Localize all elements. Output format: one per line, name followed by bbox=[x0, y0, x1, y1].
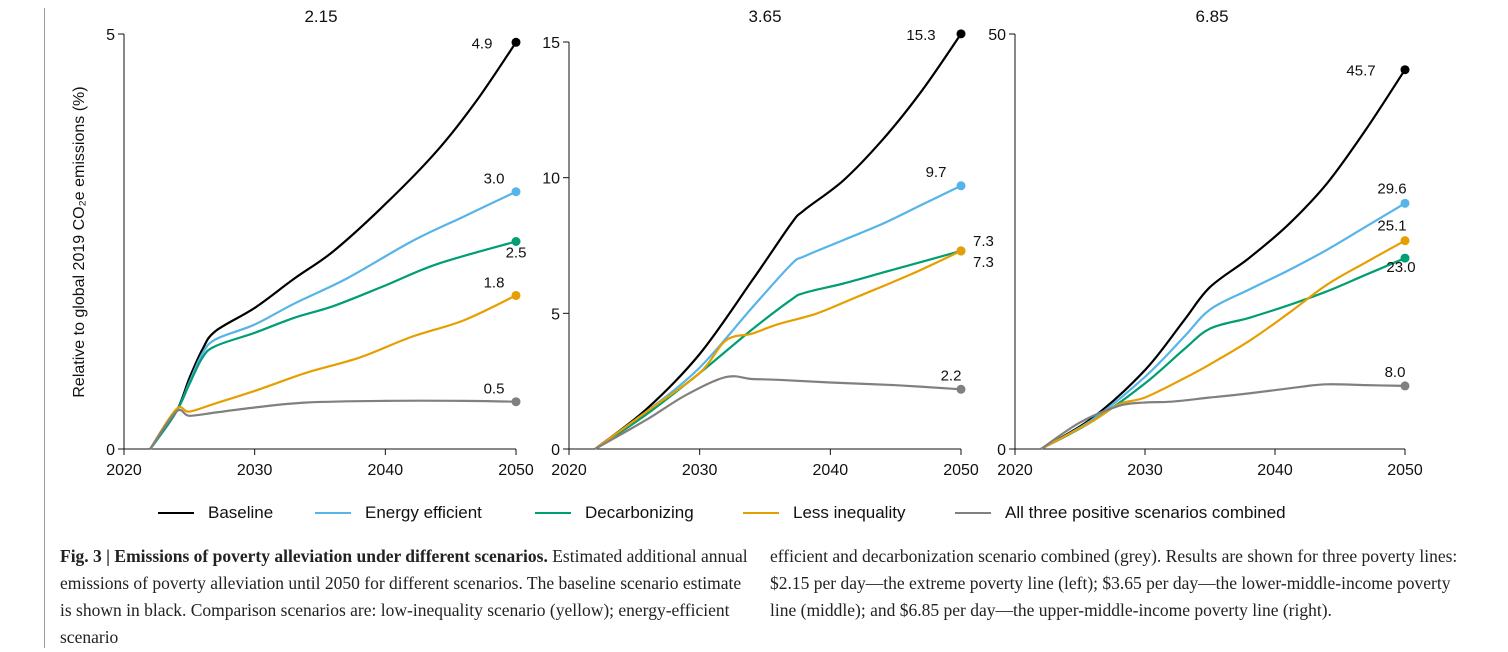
legend-item-decarbonizing: Decarbonizing bbox=[535, 503, 694, 523]
series-line-all-three-positive-scenarios-combined bbox=[1040, 383, 1406, 450]
x-tick-label: 2050 bbox=[1387, 462, 1423, 479]
series-line-decarbonizing bbox=[594, 249, 962, 450]
end-label-energy-efficient: 29.6 bbox=[1377, 180, 1406, 197]
end-point-decarbonizing bbox=[511, 237, 521, 246]
x-tick-label: 2050 bbox=[943, 462, 979, 479]
x-tick-label: 2020 bbox=[551, 462, 587, 479]
end-label-all-three-positive-scenarios-combined: 8.0 bbox=[1385, 364, 1406, 381]
end-label-energy-efficient: 3.0 bbox=[484, 171, 505, 188]
series-line-energy-efficient bbox=[1040, 202, 1406, 450]
chart-panel-3.65: 3.65 0 5 10 15 2020 2030 2040 2050 15.3 9.7 7.3 7.3 2… bbox=[542, 7, 994, 479]
series-line-baseline bbox=[149, 41, 517, 450]
panel-title: 6.85 bbox=[1195, 7, 1228, 26]
legend-label: Decarbonizing bbox=[585, 503, 694, 522]
x-tick-label: 2040 bbox=[813, 462, 849, 479]
end-point-energy-efficient bbox=[956, 181, 966, 191]
end-point-decarbonizing bbox=[1400, 253, 1410, 263]
legend: Baseline Energy efficient Decarbonizing Les… bbox=[0, 503, 1508, 527]
series-line-baseline bbox=[1040, 69, 1406, 450]
end-point-baseline bbox=[1400, 65, 1410, 75]
end-point-baseline bbox=[956, 29, 966, 39]
end-point-all-three-positive-scenarios-combined bbox=[511, 397, 521, 407]
x-tick-label: 2030 bbox=[237, 462, 273, 479]
series-line-energy-efficient bbox=[594, 184, 962, 450]
legend-label: All three positive scenarios combined bbox=[1005, 503, 1286, 522]
series-line-all-three-positive-scenarios-combined bbox=[594, 375, 962, 450]
panel-title: 3.65 bbox=[748, 7, 781, 26]
end-label-all-three-positive-scenarios-combined: 2.2 bbox=[941, 367, 962, 384]
y-tick-label: 10 bbox=[542, 171, 560, 188]
x-tick-label: 2030 bbox=[682, 462, 718, 479]
y-tick-label: 15 bbox=[542, 35, 560, 52]
legend-item-all-three-positive-scenarios-combined: All three positive scenarios combined bbox=[955, 503, 1286, 523]
x-tick-label: 2030 bbox=[1127, 462, 1163, 479]
end-point-less-inequality bbox=[511, 290, 521, 300]
series-line-all-three-positive-scenarios-combined bbox=[149, 399, 517, 450]
end-point-energy-efficient bbox=[511, 187, 521, 197]
end-point-energy-efficient bbox=[1400, 198, 1410, 208]
series-line-decarbonizing bbox=[149, 240, 517, 450]
series-line-baseline bbox=[594, 33, 962, 450]
end-label-decarbonizing: 23.0 bbox=[1386, 259, 1415, 276]
y-tick-label: 5 bbox=[551, 306, 560, 323]
x-tick-label: 2040 bbox=[368, 462, 404, 479]
end-label-decarbonizing: 2.5 bbox=[506, 245, 527, 262]
x-tick-label: 2020 bbox=[997, 462, 1033, 479]
caption-right-text: efficient and decarbonization scenario c… bbox=[770, 546, 1458, 620]
emissions-chart: Relative to global 2019 CO₂e emissions (… bbox=[71, 7, 1423, 479]
chart-panel-6.85: 6.85 0 50 2020 2030 2040 2050 45.7 29.6 23.0 25.1 8… bbox=[988, 7, 1423, 479]
caption-left: Fig. 3 | Emissions of poverty alleviatio… bbox=[60, 543, 750, 651]
series-line-less-inequality bbox=[594, 249, 962, 450]
y-tick-label: 0 bbox=[997, 442, 1006, 459]
legend-label: Baseline bbox=[208, 503, 274, 522]
x-tick-label: 2050 bbox=[498, 462, 534, 479]
chart-panel-2.15: 2.15 0 5 2020 2030 2040 2050 4.9 3.0 2.51.8 0.5 bbox=[106, 7, 534, 479]
y-tick-label: 50 bbox=[988, 27, 1006, 44]
y-axis-label: Relative to global 2019 CO₂e emissions (… bbox=[71, 86, 88, 397]
caption-right: efficient and decarbonization scenario c… bbox=[770, 543, 1460, 624]
legend-label: Energy efficient bbox=[365, 503, 482, 522]
legend-item-less-inequality: Less inequality bbox=[743, 503, 905, 523]
end-label-less-inequality: 7.3 bbox=[973, 254, 994, 271]
y-tick-label: 0 bbox=[106, 442, 115, 459]
x-tick-label: 2020 bbox=[106, 462, 142, 479]
end-point-all-three-positive-scenarios-combined bbox=[1400, 381, 1410, 391]
end-label-baseline: 4.9 bbox=[472, 35, 493, 52]
end-point-less-inequality bbox=[1400, 236, 1410, 246]
end-label-baseline: 15.3 bbox=[906, 27, 935, 44]
end-label-baseline: 45.7 bbox=[1346, 63, 1375, 80]
legend-label: Less inequality bbox=[793, 503, 906, 522]
legend-item-energy-efficient: Energy efficient bbox=[315, 503, 482, 523]
caption-bold: Fig. 3 | Emissions of poverty alleviatio… bbox=[60, 546, 548, 566]
legend-swatch bbox=[955, 512, 991, 514]
end-label-less-inequality: 1.8 bbox=[484, 274, 505, 291]
y-tick-label: 0 bbox=[551, 442, 560, 459]
legend-swatch bbox=[743, 512, 779, 514]
y-tick-label: 5 bbox=[106, 27, 115, 44]
legend-swatch bbox=[315, 512, 351, 514]
caption-left-text: Estimated additional annual emissions of… bbox=[60, 546, 748, 647]
end-label-energy-efficient: 9.7 bbox=[926, 164, 947, 181]
legend-swatch bbox=[158, 512, 194, 514]
legend-swatch bbox=[535, 512, 571, 514]
end-label-all-three-positive-scenarios-combined: 0.5 bbox=[484, 381, 505, 398]
legend-item-baseline: Baseline bbox=[158, 503, 273, 523]
panel-title: 2.15 bbox=[304, 7, 337, 26]
series-line-less-inequality bbox=[149, 294, 517, 450]
margin-rule bbox=[44, 8, 45, 648]
end-point-baseline bbox=[511, 37, 521, 47]
end-point-less-inequality bbox=[956, 246, 966, 256]
x-tick-label: 2040 bbox=[1257, 462, 1293, 479]
end-point-all-three-positive-scenarios-combined bbox=[956, 384, 966, 394]
end-label-decarbonizing: 7.3 bbox=[973, 233, 994, 250]
end-label-less-inequality: 25.1 bbox=[1377, 218, 1406, 235]
